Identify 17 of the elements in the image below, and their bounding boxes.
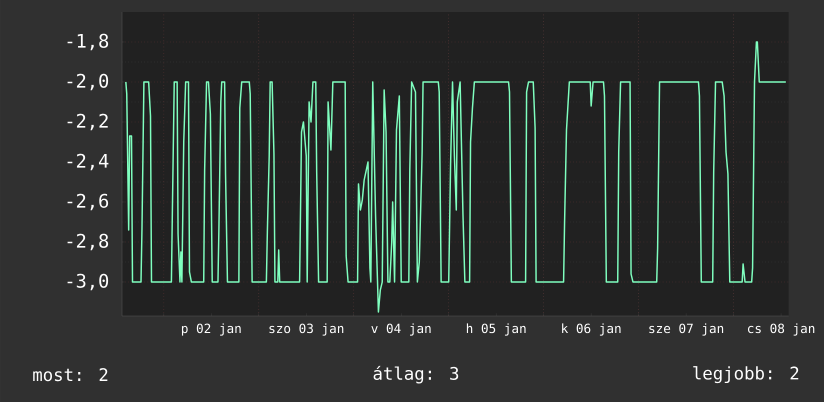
x-tick-label: k 06 jan	[562, 323, 621, 336]
x-tick-label: sze 07 jan	[649, 323, 724, 336]
y-tick-label: -2,4	[68, 154, 108, 170]
y-tick-label: -2,0	[68, 74, 108, 90]
text: legjobb: 2	[693, 366, 798, 384]
y-tick-label: -2,2	[68, 114, 108, 130]
y-tick-label: -2,8	[68, 234, 108, 250]
y-tick-label: -1,8	[68, 34, 108, 50]
x-tick-label: p 02 jan	[182, 323, 241, 336]
x-tick-label: v 04 jan	[371, 323, 431, 336]
text: átlag: 3	[374, 366, 458, 384]
x-tick-label: h 05 jan	[466, 323, 526, 336]
text: most: 2	[33, 368, 108, 382]
x-tick-label: cs 08 jan	[748, 323, 814, 336]
x-tick-label: szo 03 jan	[269, 323, 344, 336]
y-tick-label: -2,6	[68, 194, 108, 210]
y-tick-label: -3,0	[68, 274, 108, 290]
